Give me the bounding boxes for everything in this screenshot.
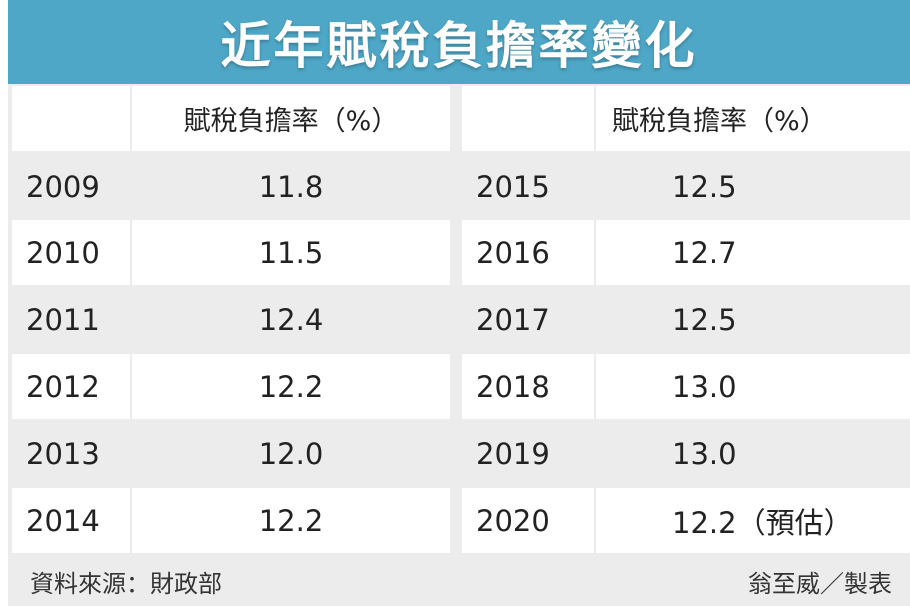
value-cell: 12.5 [596, 154, 910, 219]
table-row: 2019 13.0 [462, 421, 910, 486]
value-cell: 12.2 [132, 354, 450, 419]
value-cell: 11.8 [132, 154, 450, 219]
year-cell: 2018 [462, 354, 594, 419]
table-row: 2020 12.2（預估） [462, 488, 910, 553]
table-row: 2011 12.4 [12, 287, 450, 352]
left-table: 賦稅負擔率（%） 2009 11.8 2010 11.5 2011 12.4 2012 12.2… [12, 86, 450, 553]
year-cell: 2012 [12, 354, 130, 419]
table-row: 2012 12.2 [12, 354, 450, 419]
right-header-year [462, 86, 594, 151]
title-bar: 近年賦稅負擔率變化 [8, 0, 910, 84]
table-row: 2015 12.5 [462, 154, 910, 219]
year-cell: 2019 [462, 421, 594, 486]
value-cell: 12.0 [132, 421, 450, 486]
table-row: 2016 12.7 [462, 220, 910, 285]
left-header-row: 賦稅負擔率（%） [12, 86, 450, 151]
year-cell: 2015 [462, 154, 594, 219]
year-cell: 2014 [12, 488, 130, 553]
table-row: 2018 13.0 [462, 354, 910, 419]
year-cell: 2011 [12, 287, 130, 352]
value-cell: 12.5 [596, 287, 910, 352]
year-cell: 2009 [12, 154, 130, 219]
value-cell: 11.5 [132, 220, 450, 285]
year-cell: 2016 [462, 220, 594, 285]
credit-note: 翁至威／製表 [748, 570, 892, 598]
value-cell: 13.0 [596, 354, 910, 419]
year-cell: 2010 [12, 220, 130, 285]
right-header-row: 賦稅負擔率（%） [462, 86, 910, 151]
value-cell: 12.2（預估） [596, 488, 910, 553]
left-header-year [12, 86, 130, 151]
table-row: 2013 12.0 [12, 421, 450, 486]
value-cell: 13.0 [596, 421, 910, 486]
table-row: 2014 12.2 [12, 488, 450, 553]
year-cell: 2017 [462, 287, 594, 352]
table-row: 2010 11.5 [12, 220, 450, 285]
footer: 資料來源：財政部 翁至威／製表 [8, 556, 910, 606]
table-row: 2009 11.8 [12, 154, 450, 219]
value-cell: 12.4 [132, 287, 450, 352]
table-divider [450, 86, 462, 553]
year-cell: 2013 [12, 421, 130, 486]
source-note: 資料來源：財政部 [30, 570, 222, 598]
value-cell: 12.7 [596, 220, 910, 285]
left-header-label: 賦稅負擔率（%） [132, 86, 450, 151]
value-cell: 12.2 [132, 488, 450, 553]
table-row: 2017 12.5 [462, 287, 910, 352]
right-table: 賦稅負擔率（%） 2015 12.5 2016 12.7 2017 12.5 2018 13.0… [462, 86, 910, 553]
right-header-label: 賦稅負擔率（%） [596, 86, 910, 151]
year-cell: 2020 [462, 488, 594, 553]
page-title: 近年賦稅負擔率變化 [220, 17, 698, 75]
